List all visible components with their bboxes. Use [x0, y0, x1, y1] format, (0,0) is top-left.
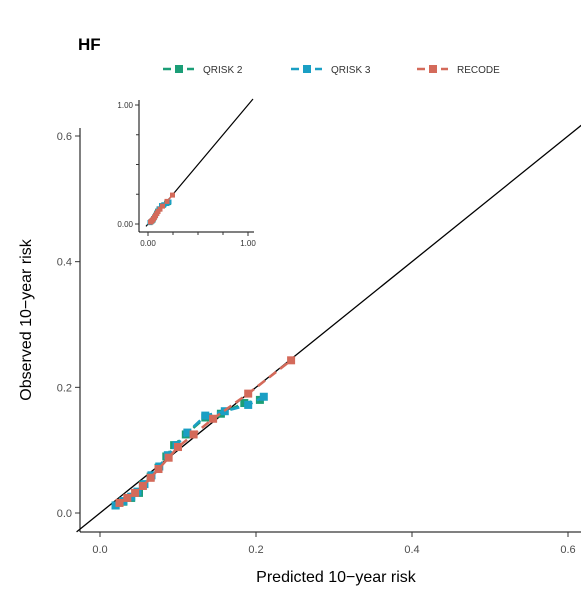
y-tick-label: 0.6	[57, 131, 72, 143]
main-ticks: 0.0 0.2 0.4 0.6 0.0 0.2 0.4 0.6	[57, 131, 576, 556]
data-point	[189, 430, 198, 439]
data-point	[174, 443, 182, 452]
inset-ticks: 0.00 1.00 0.00 1.00	[117, 101, 256, 248]
data-point	[154, 465, 163, 474]
inset-data-point	[160, 203, 165, 209]
x-tick-label: 0.4	[404, 544, 419, 556]
inset-y-tick-label: 0.00	[117, 220, 133, 229]
data-point	[287, 356, 296, 365]
reference-line	[76, 124, 581, 533]
legend-marker	[429, 65, 437, 73]
inset-data-point	[170, 192, 175, 198]
main-series	[111, 356, 296, 510]
y-tick-label: 0.0	[57, 508, 72, 520]
data-point	[115, 498, 124, 507]
data-point	[123, 493, 132, 502]
legend-label: QRISK 2	[203, 65, 243, 76]
identity-line	[76, 124, 581, 533]
data-point	[259, 392, 268, 401]
y-tick-label: 0.2	[57, 382, 72, 394]
data-point	[164, 453, 173, 462]
legend-marker	[303, 65, 311, 73]
data-point	[146, 473, 155, 482]
x-tick-label: 0.6	[560, 544, 575, 556]
y-tick-label: 0.4	[57, 257, 72, 269]
x-tick-label: 0.0	[92, 544, 107, 556]
x-axis-label: Predicted 10−year risk	[256, 569, 417, 586]
inset-data-point	[164, 198, 170, 204]
legend: QRISK 2 QRISK 3 RECODE	[163, 65, 500, 76]
data-point	[131, 488, 140, 497]
chart-title: HF	[78, 35, 101, 54]
main-plot: 0.0 0.2 0.4 0.6 0.0 0.2 0.4 0.6	[57, 124, 581, 556]
data-point	[201, 411, 210, 420]
y-axis-label: Observed 10−year risk	[18, 238, 35, 400]
inset-x-tick-label: 0.00	[140, 239, 156, 248]
inset-data-point	[157, 206, 163, 212]
legend-marker	[175, 65, 183, 73]
data-point	[209, 414, 218, 423]
data-point	[138, 481, 147, 490]
legend-label: QRISK 3	[331, 65, 371, 76]
inset-y-tick-label: 1.00	[117, 101, 133, 110]
inset-x-tick-label: 1.00	[240, 239, 256, 248]
inset-series	[147, 192, 175, 226]
data-point	[244, 400, 253, 409]
data-point	[244, 389, 253, 398]
data-point	[183, 428, 192, 437]
inset-plot: 0.00 1.00 0.00 1.00	[117, 98, 256, 248]
x-tick-label: 0.2	[248, 544, 263, 556]
legend-label: RECODE	[457, 65, 500, 76]
